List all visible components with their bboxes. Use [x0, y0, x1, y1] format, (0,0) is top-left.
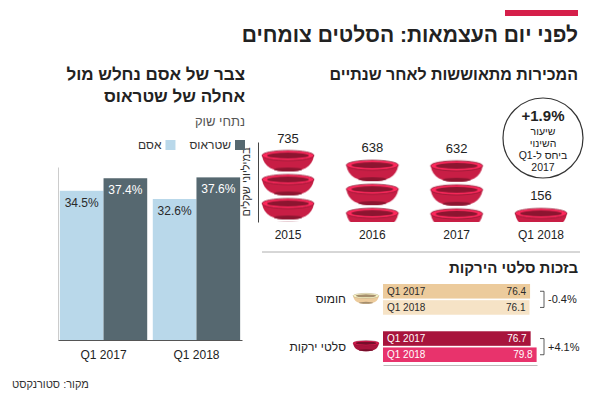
bowl-inner: [356, 294, 377, 297]
x-tick-label: Q1 2018: [173, 348, 219, 362]
category-icon: [353, 293, 379, 304]
source: מקור: סטורנקסט: [12, 378, 89, 390]
legend-label: שטראוס: [189, 138, 231, 152]
series-label: Q1 2018: [387, 349, 426, 360]
y-axis-line: [258, 143, 259, 223]
x-axis: [384, 365, 538, 366]
bars: [383, 284, 537, 362]
x-tick-label: 2016: [359, 228, 386, 242]
bar: [261, 149, 315, 223]
change-callout: +1.9%שיעורהשינויביחס ל-Q12017: [503, 98, 583, 178]
data-label: 156: [530, 188, 552, 203]
bar: [60, 191, 104, 340]
callout-value: +1.9%: [522, 107, 565, 124]
callout-text: שיעור: [531, 125, 556, 137]
data-label: 32.6%: [158, 204, 192, 218]
y-axis: [58, 168, 59, 341]
divider: [262, 252, 580, 253]
y-axis-line: [58, 168, 59, 341]
bowl-rim: [353, 341, 379, 346]
share-chart: צבר של אסם נחלש מול אחלה של שטראוס נתחי שו…: [59, 65, 246, 362]
x-tick-label: 2017: [443, 228, 470, 242]
data-label: 37.6%: [201, 182, 235, 196]
x-tick-label: Q1 2018: [518, 228, 564, 242]
data-label: 638: [361, 140, 383, 155]
title: לפני יום העצמאות: הסלטים צומחים: [242, 23, 578, 46]
bar: [430, 159, 484, 222]
legend: שטראוס אסם: [138, 138, 245, 152]
y-axis-title: במיליוני שקלים: [240, 147, 252, 217]
data-label: 76.4: [507, 286, 527, 297]
bar: [514, 206, 568, 222]
bar: [345, 158, 399, 222]
data-label: 79.8: [513, 349, 533, 360]
callout-text: 2017: [531, 161, 555, 173]
bar: [104, 178, 148, 340]
data-label: 735: [277, 131, 299, 146]
data-label: 34.5%: [65, 196, 99, 210]
bowl-base: [359, 349, 373, 351]
callout-circle: [503, 98, 583, 178]
series-label: Q1 2017: [387, 286, 426, 297]
category-label: חומוס: [316, 292, 346, 306]
chart-subtitle: נתחי שוק: [195, 114, 245, 129]
x-tick-label: Q1 2017: [81, 348, 127, 362]
bowl-inner: [356, 342, 377, 345]
x-tick: Q1 2017: [81, 340, 127, 362]
category-chart: בזכות סלטי הירקות חומוס Q1 2017 76.4 Q1 2018…: [262, 252, 580, 366]
callout-text: ביחס ל-Q1: [519, 149, 568, 161]
x-axis-line: [59, 340, 243, 341]
data-label: 76.7: [507, 333, 527, 344]
legend-swatch: [235, 140, 245, 150]
bars: [261, 149, 568, 223]
bowl-base: [359, 302, 373, 304]
callout-text: השינוי: [530, 137, 557, 149]
chart-title: בזכות סלטי הירקות: [449, 259, 578, 276]
bar: [383, 331, 531, 346]
bars: [60, 177, 240, 340]
category-label: סלטי ירקות: [289, 340, 346, 354]
sales-chart: המכירות מתאוששות לאחר שנתיים במיליוני שקל…: [240, 66, 583, 242]
category-icon: [353, 341, 379, 352]
header-accent: [505, 10, 578, 16]
x-axis: Q1 2017 Q1 2018: [59, 340, 243, 362]
bar: [383, 284, 530, 299]
data-label: 632: [446, 141, 468, 156]
bowl-rim: [353, 293, 379, 298]
x-tick-label: 2015: [275, 228, 302, 242]
bar: [153, 199, 197, 340]
bar: [383, 300, 529, 315]
chart-title: אחלה של שטראוס: [104, 87, 245, 106]
bar: [196, 177, 240, 340]
change-label: +4.1%: [548, 341, 580, 353]
series-label: Q1 2018: [387, 302, 426, 313]
chart-title: המכירות מתאוששות לאחר שנתיים: [329, 66, 578, 83]
legend-swatch: [165, 140, 175, 150]
data-label: 37.4%: [108, 183, 142, 197]
change-bracket: [540, 291, 544, 307]
series-label: Q1 2017: [387, 333, 426, 344]
chart-title: צבר של אסם נחלש מול: [66, 65, 245, 84]
change-label: -0.4%: [548, 293, 577, 305]
data-label: 76.1: [506, 302, 526, 313]
y-axis: [258, 143, 259, 223]
infographic: לפני יום העצמאות: הסלטים צומחים מקור: סטו…: [0, 0, 590, 395]
change-bracket: [540, 339, 544, 355]
bar: [383, 347, 537, 362]
x-tick: Q1 2018: [173, 340, 219, 362]
legend-label: אסם: [138, 138, 162, 152]
x-axis-line: [384, 365, 538, 366]
